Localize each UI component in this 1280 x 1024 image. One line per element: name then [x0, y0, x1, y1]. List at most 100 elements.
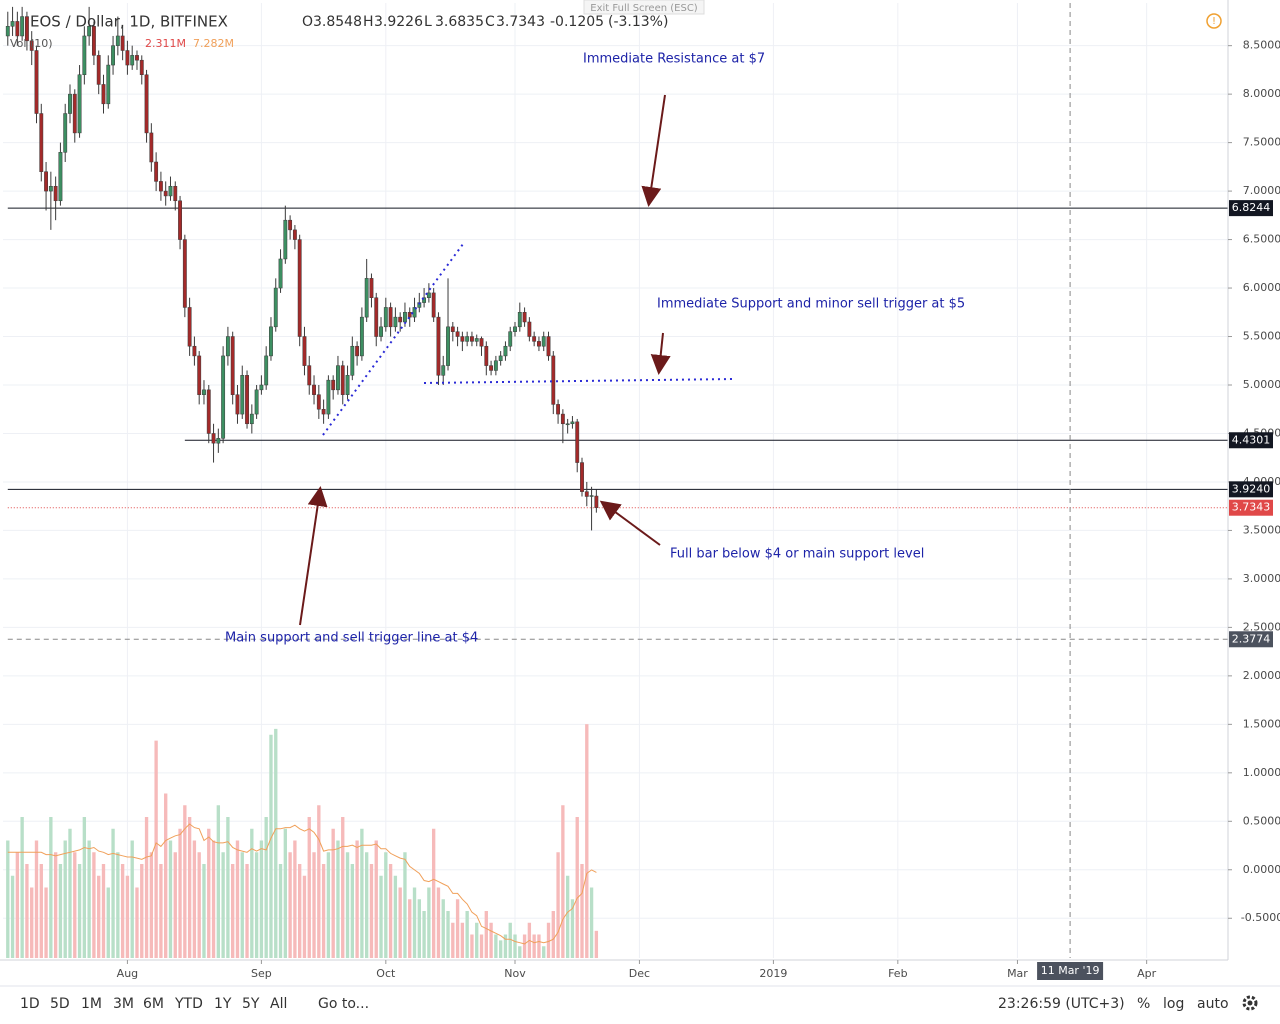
volume-bar	[408, 899, 412, 958]
candle-body	[82, 35, 87, 75]
volume-bar	[77, 864, 82, 958]
range-button[interactable]: 1Y	[214, 996, 232, 1012]
annotation: Immediate Resistance at $7	[583, 52, 765, 67]
candle-body	[316, 394, 321, 410]
volume-bar	[460, 922, 465, 958]
arrow	[599, 500, 661, 546]
volume-bar	[207, 828, 211, 958]
range-button[interactable]: 5D	[50, 996, 70, 1012]
candle-body	[551, 355, 556, 405]
volume-bar	[388, 864, 393, 958]
ohlc-value: 3.8548	[313, 14, 362, 30]
volume-bar	[116, 852, 120, 958]
volume-bar	[164, 793, 168, 958]
candle-body	[115, 35, 120, 46]
volume-bar	[173, 852, 177, 958]
clock: 23:26:59 (UTC+3)	[998, 996, 1125, 1012]
candle-body	[130, 55, 135, 66]
candle-body	[537, 341, 541, 347]
exit-fullscreen[interactable]	[583, 0, 705, 15]
range-button[interactable]: 1M	[81, 996, 102, 1012]
candle-body	[426, 292, 431, 298]
volume-bar	[498, 940, 503, 958]
scale-option[interactable]: auto	[1197, 996, 1229, 1012]
candle-body	[91, 26, 96, 56]
candle-body	[484, 345, 489, 366]
volume-ma-value: 7.282M	[193, 37, 234, 50]
candle-body	[144, 74, 149, 134]
settings-icon[interactable]	[1242, 995, 1258, 1011]
candle-body	[87, 26, 92, 37]
candle-body	[546, 336, 551, 357]
goto[interactable]: Go to...	[318, 996, 369, 1012]
volume-bar	[240, 852, 244, 958]
volume-bar	[226, 817, 230, 958]
candle-body	[235, 394, 240, 415]
candle-body	[63, 113, 68, 153]
y-tick-label: 8.0000	[1243, 87, 1280, 100]
y-tick-label: -0.5000	[1241, 911, 1280, 924]
scale-option[interactable]: %	[1137, 996, 1150, 1012]
candle-body	[441, 365, 446, 376]
candle-body	[264, 355, 269, 386]
volume-bar	[192, 840, 197, 958]
gear[interactable]	[1242, 995, 1258, 1011]
range-button[interactable]: 1D	[20, 996, 40, 1012]
level-label-box	[1229, 631, 1273, 648]
candle-body	[249, 413, 254, 425]
volume-bar	[216, 805, 221, 958]
candle-body	[297, 239, 302, 337]
volume-bar	[235, 840, 240, 958]
candle-body	[225, 336, 230, 357]
volume-bar	[446, 911, 450, 958]
volume-bar	[187, 817, 192, 958]
candle-body	[259, 384, 264, 391]
volume-bar	[575, 817, 579, 958]
candle-body	[556, 404, 561, 415]
volume-bar	[350, 864, 354, 958]
volume-bar	[589, 887, 594, 958]
x-tick-label: Oct	[376, 967, 396, 980]
candle-body	[470, 336, 474, 342]
volume-bar	[10, 875, 15, 958]
candle-body	[53, 185, 58, 202]
volume-bar	[274, 728, 278, 958]
candle-body	[197, 355, 202, 395]
range-button[interactable]: YTD	[174, 996, 203, 1012]
candle-body	[493, 360, 498, 371]
price-layer	[5, 3, 1228, 958]
volume-bar	[307, 817, 311, 958]
volume-bar	[211, 840, 216, 958]
volume-bar	[82, 817, 87, 958]
volume-bar	[537, 934, 541, 958]
candle-body	[39, 113, 44, 172]
exit-fullscreen-label[interactable]: Exit Full Screen (ESC)	[590, 3, 698, 14]
candle-body	[503, 345, 508, 357]
range-button[interactable]: 6M	[143, 996, 164, 1012]
volume-bar	[25, 864, 29, 958]
candle-body	[211, 433, 216, 444]
scale-option[interactable]: log	[1163, 996, 1184, 1012]
level-label-box	[1229, 499, 1273, 516]
y-tick-label: 1.5000	[1243, 717, 1280, 730]
candle-body	[460, 336, 465, 342]
volume-bar	[551, 911, 555, 958]
level-label: 3.9240	[1232, 482, 1271, 495]
range-button[interactable]: 3M	[113, 996, 134, 1012]
range-button[interactable]: All	[270, 996, 287, 1012]
level-label: 2.3774	[1232, 632, 1271, 645]
grid	[3, 3, 1228, 958]
gear-center[interactable]	[1247, 1000, 1253, 1006]
candle-body	[455, 331, 460, 337]
candle-body	[312, 384, 316, 395]
volume-bar	[140, 864, 144, 958]
volume-bar	[283, 828, 287, 958]
candle-body	[292, 229, 297, 240]
alert-icon-mark[interactable]: !	[1212, 16, 1216, 27]
range-button[interactable]: 5Y	[242, 996, 260, 1012]
candle-body	[580, 462, 584, 492]
alert-icon[interactable]	[1206, 13, 1222, 29]
candle-body	[522, 312, 527, 323]
